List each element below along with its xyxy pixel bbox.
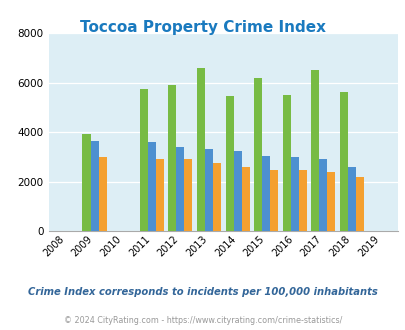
Bar bbox=[225, 96, 233, 231]
Bar bbox=[176, 147, 184, 231]
Bar bbox=[213, 163, 220, 231]
Bar bbox=[282, 95, 290, 231]
Bar bbox=[82, 135, 90, 231]
Text: Crime Index corresponds to incidents per 100,000 inhabitants: Crime Index corresponds to incidents per… bbox=[28, 287, 377, 297]
Bar bbox=[233, 150, 241, 231]
Bar bbox=[184, 159, 192, 231]
Bar bbox=[262, 155, 270, 231]
Bar bbox=[156, 159, 163, 231]
Bar bbox=[168, 85, 176, 231]
Bar bbox=[98, 157, 106, 231]
Text: Toccoa Property Crime Index: Toccoa Property Crime Index bbox=[80, 20, 325, 35]
Bar bbox=[311, 70, 319, 231]
Bar bbox=[290, 157, 298, 231]
Text: © 2024 CityRating.com - https://www.cityrating.com/crime-statistics/: © 2024 CityRating.com - https://www.city… bbox=[64, 316, 341, 325]
Bar bbox=[355, 177, 363, 231]
Bar bbox=[139, 89, 147, 231]
Bar bbox=[90, 141, 98, 231]
Bar bbox=[254, 78, 262, 231]
Bar bbox=[339, 92, 347, 231]
Bar bbox=[327, 172, 335, 231]
Bar bbox=[298, 170, 306, 231]
Bar bbox=[270, 170, 277, 231]
Bar bbox=[319, 159, 327, 231]
Bar bbox=[347, 167, 355, 231]
Bar bbox=[205, 149, 213, 231]
Bar bbox=[147, 142, 156, 231]
Bar bbox=[241, 167, 249, 231]
Bar bbox=[196, 68, 205, 231]
